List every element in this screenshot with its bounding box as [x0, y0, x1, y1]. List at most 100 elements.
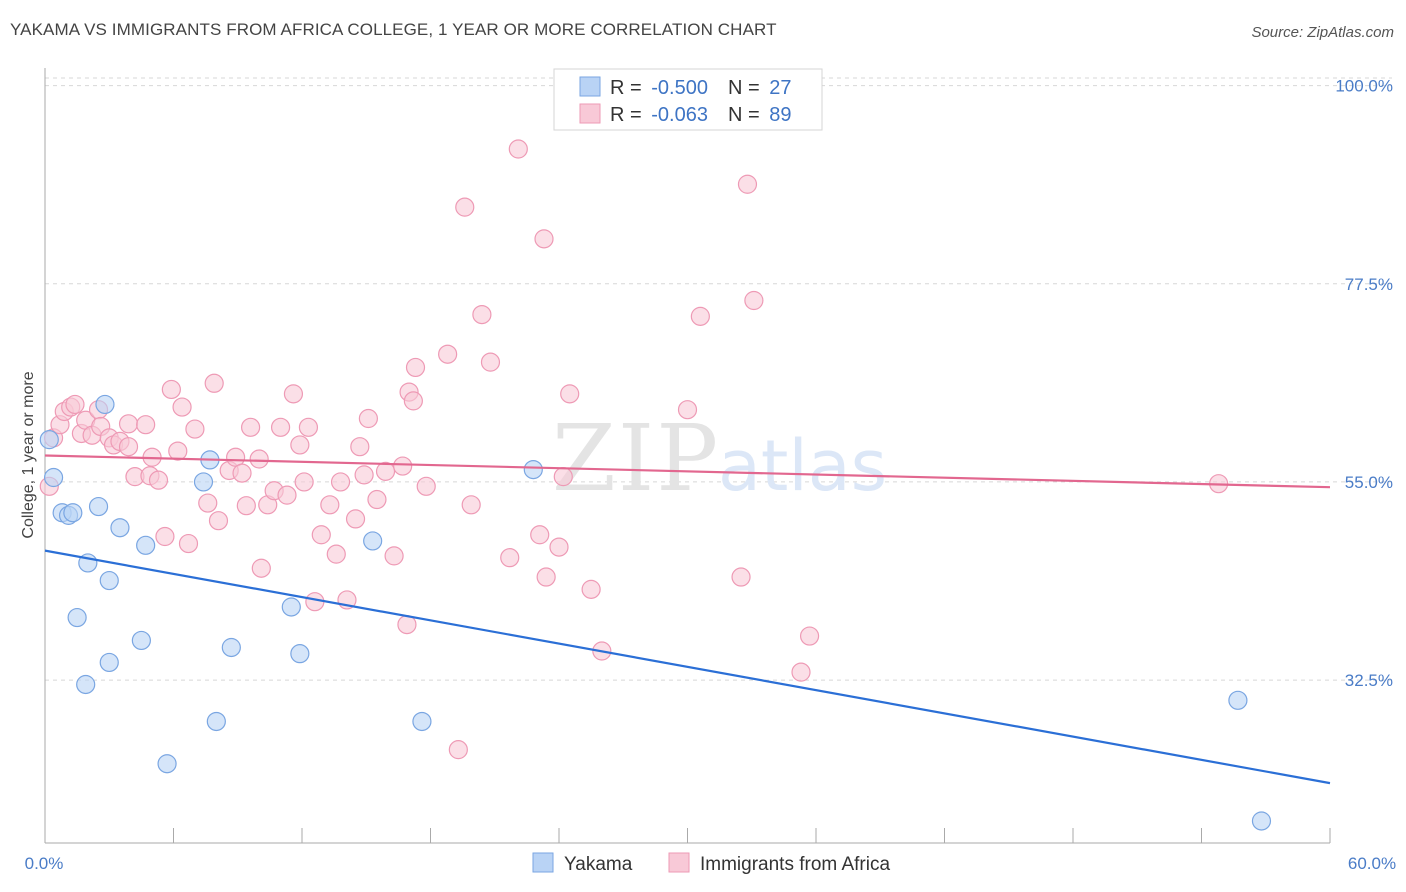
- x-tick-label-max: 60.0%: [1348, 854, 1396, 873]
- africa-point: [249, 449, 269, 469]
- watermark-atlas: atlas: [718, 425, 887, 507]
- africa-point: [277, 485, 297, 505]
- africa-point: [320, 495, 340, 515]
- africa-point: [185, 419, 205, 439]
- bottom-legend-swatch-yakama: [532, 852, 554, 873]
- africa-point: [161, 379, 181, 400]
- yakama-point: [131, 630, 151, 651]
- africa-point: [581, 579, 601, 599]
- africa-point: [367, 489, 387, 510]
- africa-point: [118, 437, 139, 457]
- yakama-point: [157, 754, 177, 774]
- africa-point: [534, 229, 554, 249]
- africa-point: [326, 544, 346, 564]
- africa-point: [241, 417, 261, 437]
- chart-title: YAKAMA VS IMMIGRANTS FROM AFRICA COLLEGE…: [10, 20, 777, 39]
- legend-row1: R = -0.500 N = 27: [610, 77, 791, 99]
- africa-point: [560, 384, 580, 404]
- africa-point: [461, 495, 481, 515]
- africa-point: [311, 525, 331, 545]
- africa-point: [198, 493, 218, 513]
- africa-point: [508, 139, 528, 159]
- africa-point: [455, 197, 475, 217]
- x-ticks: [44, 828, 1331, 843]
- africa-point: [403, 391, 423, 411]
- yakama-point: [95, 394, 115, 415]
- chart-source: Source: ZipAtlas.com: [1251, 24, 1394, 41]
- africa-point: [472, 304, 492, 325]
- series-legend: Yakama Immigrants from Africa: [532, 852, 890, 875]
- africa-point: [416, 476, 436, 496]
- africa-point: [172, 397, 192, 417]
- africa-point: [480, 352, 501, 372]
- africa-point: [530, 525, 550, 545]
- yakama-points: [39, 394, 1272, 831]
- africa-point: [799, 626, 820, 646]
- yakama-point: [221, 637, 241, 658]
- yakama-point: [88, 496, 109, 517]
- africa-point: [791, 662, 811, 682]
- africa-point: [294, 472, 314, 492]
- y-axis-label: College, 1 year or more: [20, 371, 37, 538]
- yakama-point: [76, 674, 96, 695]
- africa-point: [375, 461, 396, 481]
- africa-point: [155, 526, 175, 547]
- yakama-point: [363, 531, 383, 551]
- yakama-trend-line: [44, 549, 1331, 785]
- africa-point: [65, 394, 85, 415]
- yakama-point: [523, 459, 543, 480]
- africa-point: [405, 357, 426, 378]
- africa-point: [384, 546, 404, 566]
- africa-point: [136, 415, 156, 435]
- y-tick-label: 77.5%: [1345, 275, 1393, 294]
- africa-point: [290, 435, 310, 455]
- yakama-point: [110, 518, 130, 538]
- bottom-legend-africa: Immigrants from Africa: [700, 854, 890, 875]
- yakama-point: [136, 535, 156, 555]
- africa-point: [553, 467, 573, 487]
- africa-point: [178, 533, 199, 554]
- yakama-point: [99, 570, 119, 591]
- yakama-point: [99, 652, 119, 673]
- africa-point: [204, 373, 224, 393]
- yakama-point: [290, 644, 310, 664]
- bottom-legend-yakama: Yakama: [564, 854, 633, 875]
- africa-point: [677, 400, 698, 420]
- correlation-legend: R = -0.500 N = 27 R = -0.063 N = 89: [553, 68, 823, 131]
- africa-point: [168, 441, 188, 461]
- africa-point: [536, 567, 556, 587]
- y-tick-label: 55.0%: [1345, 473, 1393, 492]
- africa-point: [251, 558, 271, 578]
- africa-point: [298, 417, 319, 437]
- africa-point: [393, 456, 413, 476]
- grid-lines: [45, 77, 1392, 681]
- yakama-point: [412, 711, 432, 732]
- africa-point: [208, 511, 229, 531]
- yakama-point: [281, 597, 301, 617]
- africa-point: [236, 496, 256, 516]
- x-tick-label-min: 0.0%: [25, 854, 64, 873]
- yakama-point: [193, 472, 214, 492]
- africa-point: [438, 344, 458, 364]
- yakama-point: [206, 711, 226, 732]
- africa-points: [39, 139, 1229, 760]
- bottom-legend-swatch-africa: [668, 852, 690, 873]
- y-tick-labels: 32.5% 55.0% 77.5% 100.0%: [1335, 77, 1393, 690]
- y-tick-label: 100.0%: [1335, 77, 1393, 96]
- africa-point: [549, 537, 569, 557]
- yakama-point: [43, 467, 64, 488]
- africa-point: [270, 417, 291, 437]
- africa-point: [744, 290, 764, 311]
- yakama-point: [1251, 811, 1272, 831]
- africa-point: [232, 463, 252, 483]
- legend-swatch-africa: [579, 103, 601, 124]
- africa-point: [148, 470, 169, 490]
- africa-point: [731, 567, 751, 587]
- africa-point: [118, 414, 139, 434]
- yakama-point: [1228, 690, 1248, 710]
- watermark-zip: ZIP: [552, 405, 720, 512]
- africa-point: [350, 437, 370, 457]
- watermark: ZIP atlas: [552, 405, 887, 512]
- africa-point: [690, 306, 710, 326]
- trend-lines: [44, 454, 1331, 785]
